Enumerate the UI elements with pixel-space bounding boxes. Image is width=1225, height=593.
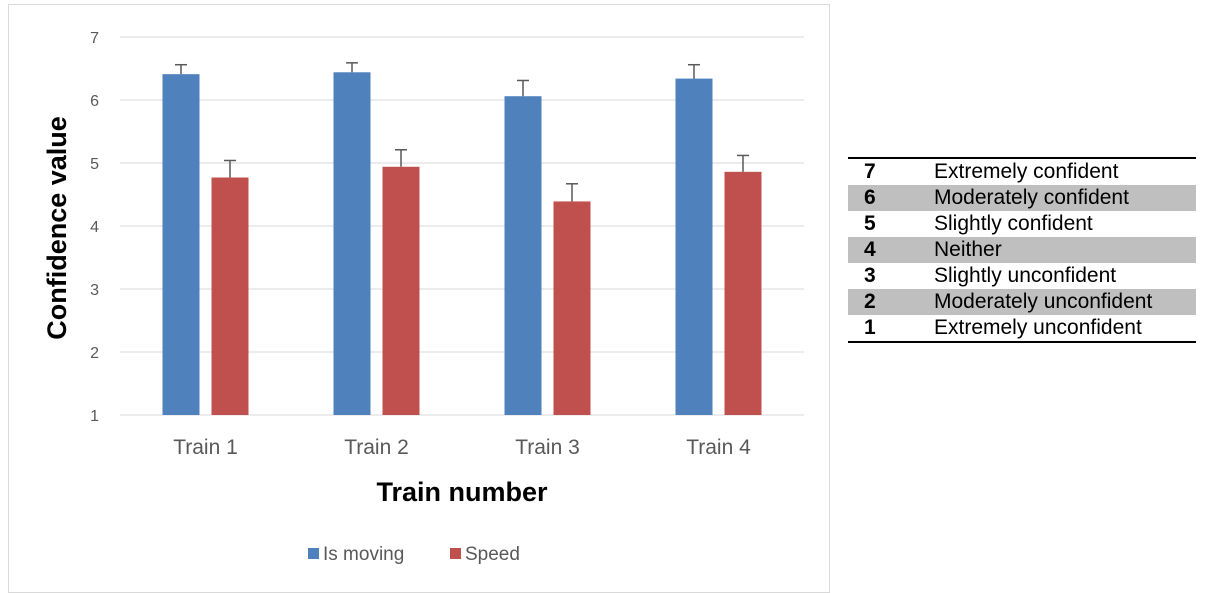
legend-swatch bbox=[450, 548, 461, 559]
scale-number: 7 bbox=[864, 160, 876, 183]
x-tick-label: Train 4 bbox=[686, 436, 751, 459]
scale-row: 1 Extremely unconfident bbox=[848, 315, 1196, 342]
y-tick-label: 3 bbox=[90, 282, 99, 299]
legend-swatch bbox=[308, 548, 319, 559]
y-tick-label: 2 bbox=[90, 345, 99, 362]
scale-number: 3 bbox=[864, 264, 876, 287]
bar-chart: 1 2 3 4 5 6 7 Train 1 Train 2 Train 3 Train 4 Train… bbox=[42, 30, 804, 565]
legend-label: Speed bbox=[465, 544, 520, 565]
x-tick-label: Train 2 bbox=[344, 436, 409, 459]
scale-label: Extremely confident bbox=[934, 160, 1119, 183]
scale-row: 7 Extremely confident bbox=[848, 158, 1196, 185]
scale-row: 5 Slightly confident bbox=[848, 211, 1196, 237]
scale-label: Slightly unconfident bbox=[934, 264, 1117, 287]
scale-number: 6 bbox=[848, 185, 934, 211]
legend-label: Is moving bbox=[323, 544, 404, 565]
bar bbox=[333, 72, 371, 415]
scale-label: Slightly confident bbox=[934, 212, 1093, 235]
scale-number: 5 bbox=[864, 212, 876, 235]
scale-number: 2 bbox=[848, 289, 934, 315]
scale-label: Neither bbox=[934, 237, 1196, 263]
bar bbox=[162, 74, 200, 416]
scale-row: 3 Slightly unconfident bbox=[848, 263, 1196, 289]
y-tick-label: 5 bbox=[90, 156, 99, 173]
bar bbox=[504, 96, 542, 415]
x-tick-label: Train 3 bbox=[515, 436, 580, 459]
scale-label: Extremely unconfident bbox=[934, 316, 1142, 339]
x-tick-label: Train 1 bbox=[173, 436, 238, 459]
bar bbox=[724, 171, 762, 415]
y-tick-label: 7 bbox=[90, 30, 99, 47]
scale-row: 2 Moderately unconfident bbox=[848, 289, 1196, 315]
y-tick-label: 6 bbox=[90, 93, 99, 110]
scale-row: 4 Neither bbox=[848, 237, 1196, 263]
bar bbox=[211, 177, 249, 415]
scale-label: Moderately confident bbox=[934, 185, 1196, 211]
scale-number: 4 bbox=[848, 237, 934, 263]
y-tick-label: 1 bbox=[90, 408, 99, 425]
y-axis-title: Confidence value bbox=[42, 116, 72, 340]
scale-number: 1 bbox=[864, 316, 876, 339]
y-tick-label: 4 bbox=[90, 219, 99, 236]
bar bbox=[382, 166, 420, 415]
bar bbox=[675, 78, 713, 415]
chart-panel: 1 2 3 4 5 6 7 Train 1 Train 2 Train 3 Train 4 Train… bbox=[8, 4, 830, 593]
scale-row: 6 Moderately confident bbox=[848, 185, 1196, 211]
x-axis-title: Train number bbox=[376, 477, 548, 507]
scale-label: Moderately unconfident bbox=[934, 289, 1196, 315]
confidence-scale-table: 7 Extremely confident 6 Moderately confi… bbox=[848, 157, 1196, 343]
bar bbox=[553, 201, 591, 415]
